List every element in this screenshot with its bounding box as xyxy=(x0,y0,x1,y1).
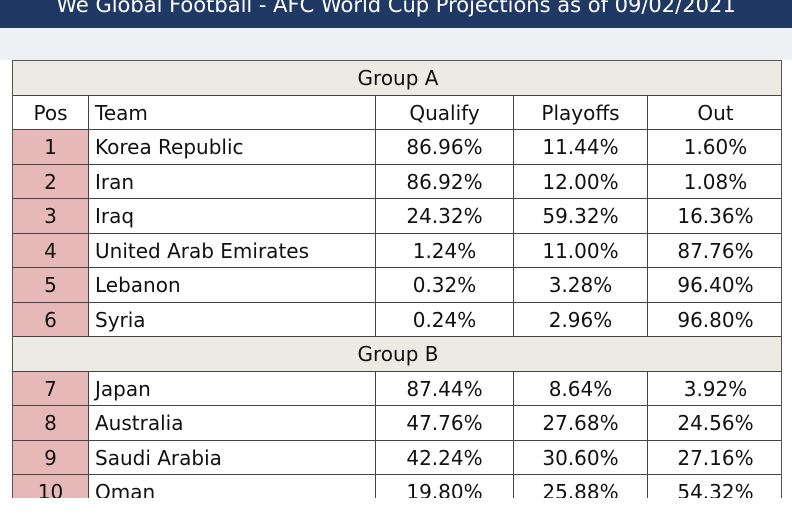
team-name: Iran xyxy=(89,164,376,199)
percentage: 12.00% xyxy=(514,164,648,199)
percentage: 3.92% xyxy=(648,372,781,406)
percentage: 86.92% xyxy=(376,164,514,199)
percentage: 87.76% xyxy=(648,234,781,268)
column-header: Playoffs xyxy=(514,95,648,130)
percentage: 11.00% xyxy=(514,233,648,268)
percentage: 1.60% xyxy=(648,130,781,165)
percentage: 59.32% xyxy=(514,199,648,234)
position: 10 xyxy=(13,475,89,498)
percentage: 54.32% xyxy=(648,475,781,498)
team-row: 6 Syria 0.24% 2.96% 96.80% xyxy=(13,302,781,337)
position: 1 xyxy=(13,130,89,165)
position: 4 xyxy=(13,233,89,268)
position: 7 xyxy=(13,371,89,406)
spacer xyxy=(0,28,792,60)
header-row: Pos Team Qualify Playoffs Out xyxy=(13,95,781,130)
position: 8 xyxy=(13,406,89,441)
percentage: 0.24% xyxy=(376,302,514,337)
team-name: Lebanon xyxy=(89,268,376,303)
percentage: 25.88% xyxy=(514,475,648,498)
percentage: 24.32% xyxy=(376,199,514,234)
team-row: 8 Australia 47.76% 27.68% 24.56% xyxy=(13,406,781,441)
title-bar: We Global Football - AFC World Cup Proje… xyxy=(0,0,792,28)
team-row: 9 Saudi Arabia 42.24% 30.60% 27.16% xyxy=(13,440,781,475)
percentage: 47.76% xyxy=(376,406,514,441)
position: 9 xyxy=(13,440,89,475)
column-header: Team xyxy=(89,95,376,130)
percentage: 11.44% xyxy=(514,130,648,165)
percentage: 96.80% xyxy=(648,303,781,337)
team-name: Japan xyxy=(89,371,376,406)
team-row: 4 United Arab Emirates 1.24% 11.00% 87.76% xyxy=(13,233,781,268)
team-name: Australia xyxy=(89,406,376,441)
percentage: 1.24% xyxy=(376,233,514,268)
position: 2 xyxy=(13,164,89,199)
percentage: 30.60% xyxy=(514,440,648,475)
title: We Global Football - AFC World Cup Proje… xyxy=(56,0,736,17)
percentage: 42.24% xyxy=(376,440,514,475)
column-header: Qualify xyxy=(376,95,514,130)
team-name: Korea Republic xyxy=(89,130,376,165)
percentage: 27.68% xyxy=(514,406,648,441)
team-row: 2 Iran 86.92% 12.00% 1.08% xyxy=(13,164,781,199)
column-header: Pos xyxy=(13,95,89,130)
team-name: Syria xyxy=(89,302,376,337)
team-row: 5 Lebanon 0.32% 3.28% 96.40% xyxy=(13,268,781,303)
position: 3 xyxy=(13,199,89,234)
percentage: 1.08% xyxy=(648,165,781,199)
percentage: 86.96% xyxy=(376,130,514,165)
percentage: 2.96% xyxy=(514,302,648,337)
position: 5 xyxy=(13,268,89,303)
percentage: 8.64% xyxy=(514,371,648,406)
group-row: Group A xyxy=(13,61,781,96)
column-header: Out xyxy=(648,95,781,130)
table: Group A Pos Team Qualify Playoffs Out 1 Korea R… xyxy=(12,60,782,498)
percentage: 16.36% xyxy=(648,199,781,234)
percentage: 3.28% xyxy=(514,268,648,303)
percentage: 24.56% xyxy=(648,406,781,441)
group-name: Group B xyxy=(13,337,781,372)
position: 6 xyxy=(13,302,89,337)
group-row: Group B xyxy=(13,337,781,372)
percentage: 96.40% xyxy=(648,268,781,303)
percentage: 0.32% xyxy=(376,268,514,303)
team-name: Oman xyxy=(89,475,376,498)
team-row: 3 Iraq 24.32% 59.32% 16.36% xyxy=(13,199,781,234)
percentage: 27.16% xyxy=(648,441,781,475)
team-row: 10 Oman 19.80% 25.88% 54.32% xyxy=(13,475,781,498)
group-name: Group A xyxy=(13,61,781,96)
team-row: 7 Japan 87.44% 8.64% 3.92% xyxy=(13,371,781,406)
team-name: United Arab Emirates xyxy=(89,233,376,268)
team-row: 1 Korea Republic 86.96% 11.44% 1.60% xyxy=(13,130,781,165)
percentage: 87.44% xyxy=(376,371,514,406)
team-name: Saudi Arabia xyxy=(89,440,376,475)
percentage: 19.80% xyxy=(376,475,514,498)
team-name: Iraq xyxy=(89,199,376,234)
